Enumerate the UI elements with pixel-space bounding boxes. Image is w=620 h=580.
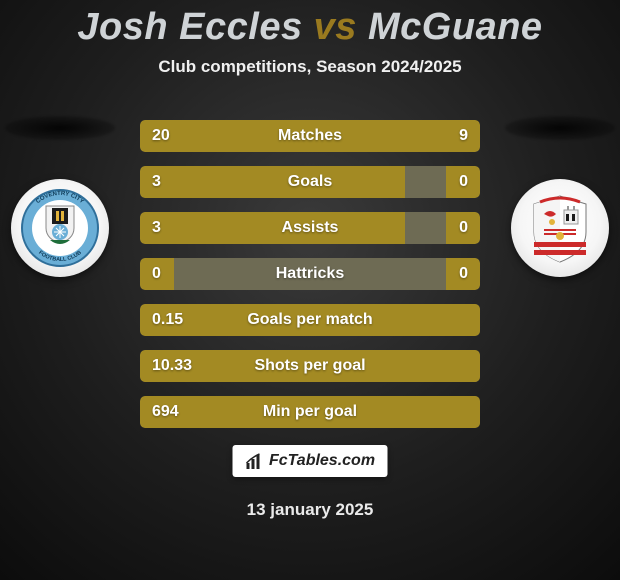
stat-bars: 20Matches93Goals03Assists00Hattricks00.1… [140, 120, 480, 428]
stat-row: 3Assists0 [140, 212, 480, 244]
page-title: Josh Eccles vs McGuane [0, 0, 620, 49]
stat-label: Hattricks [212, 265, 408, 283]
stat-row: 3Goals0 [140, 166, 480, 198]
player1-name: Josh Eccles [77, 6, 302, 48]
player2-photo-shadow [505, 116, 615, 140]
stat-value-left: 0 [152, 265, 212, 283]
stat-value-left: 3 [152, 219, 212, 237]
coventry-city-crest-icon: COVENTRY CITY FOOTBALL CLUB [20, 188, 100, 268]
comparison-card: Josh Eccles vs McGuane Club competitions… [0, 0, 620, 580]
stat-label: Matches [212, 127, 408, 145]
stat-label: Min per goal [212, 403, 408, 421]
stat-value-right: 9 [408, 127, 468, 145]
watermark-badge: FcTables.com [233, 445, 388, 477]
fctables-logo-icon [245, 451, 265, 471]
stat-value-left: 20 [152, 127, 212, 145]
stat-row: 694Min per goal [140, 396, 480, 428]
stat-row: 0.15Goals per match [140, 304, 480, 336]
stat-row: 0Hattricks0 [140, 258, 480, 290]
player2-column [500, 110, 620, 278]
stat-row: 10.33Shots per goal [140, 350, 480, 382]
stat-label: Goals per match [212, 311, 408, 329]
vs-separator: vs [314, 6, 357, 48]
stat-label: Shots per goal [212, 357, 408, 375]
stat-value-left: 3 [152, 173, 212, 191]
stat-value-left: 10.33 [152, 357, 212, 375]
player1-photo-shadow [5, 116, 115, 140]
stat-value-right: 0 [408, 173, 468, 191]
player1-column: COVENTRY CITY FOOTBALL CLUB [0, 110, 120, 278]
stat-label: Assists [212, 219, 408, 237]
date-label: 13 january 2025 [0, 500, 620, 520]
stat-value-right: 0 [408, 219, 468, 237]
subtitle: Club competitions, Season 2024/2025 [0, 57, 620, 77]
stat-value-left: 694 [152, 403, 212, 421]
stat-row: 20Matches9 [140, 120, 480, 152]
stat-label: Goals [212, 173, 408, 191]
stat-value-right: 0 [408, 265, 468, 283]
player2-name: McGuane [368, 6, 543, 48]
player1-club-crest: COVENTRY CITY FOOTBALL CLUB [10, 178, 110, 278]
watermark-text: FcTables.com [269, 452, 375, 470]
player2-club-crest [510, 178, 610, 278]
stat-value-left: 0.15 [152, 311, 212, 329]
bristol-city-crest-icon [520, 188, 600, 268]
